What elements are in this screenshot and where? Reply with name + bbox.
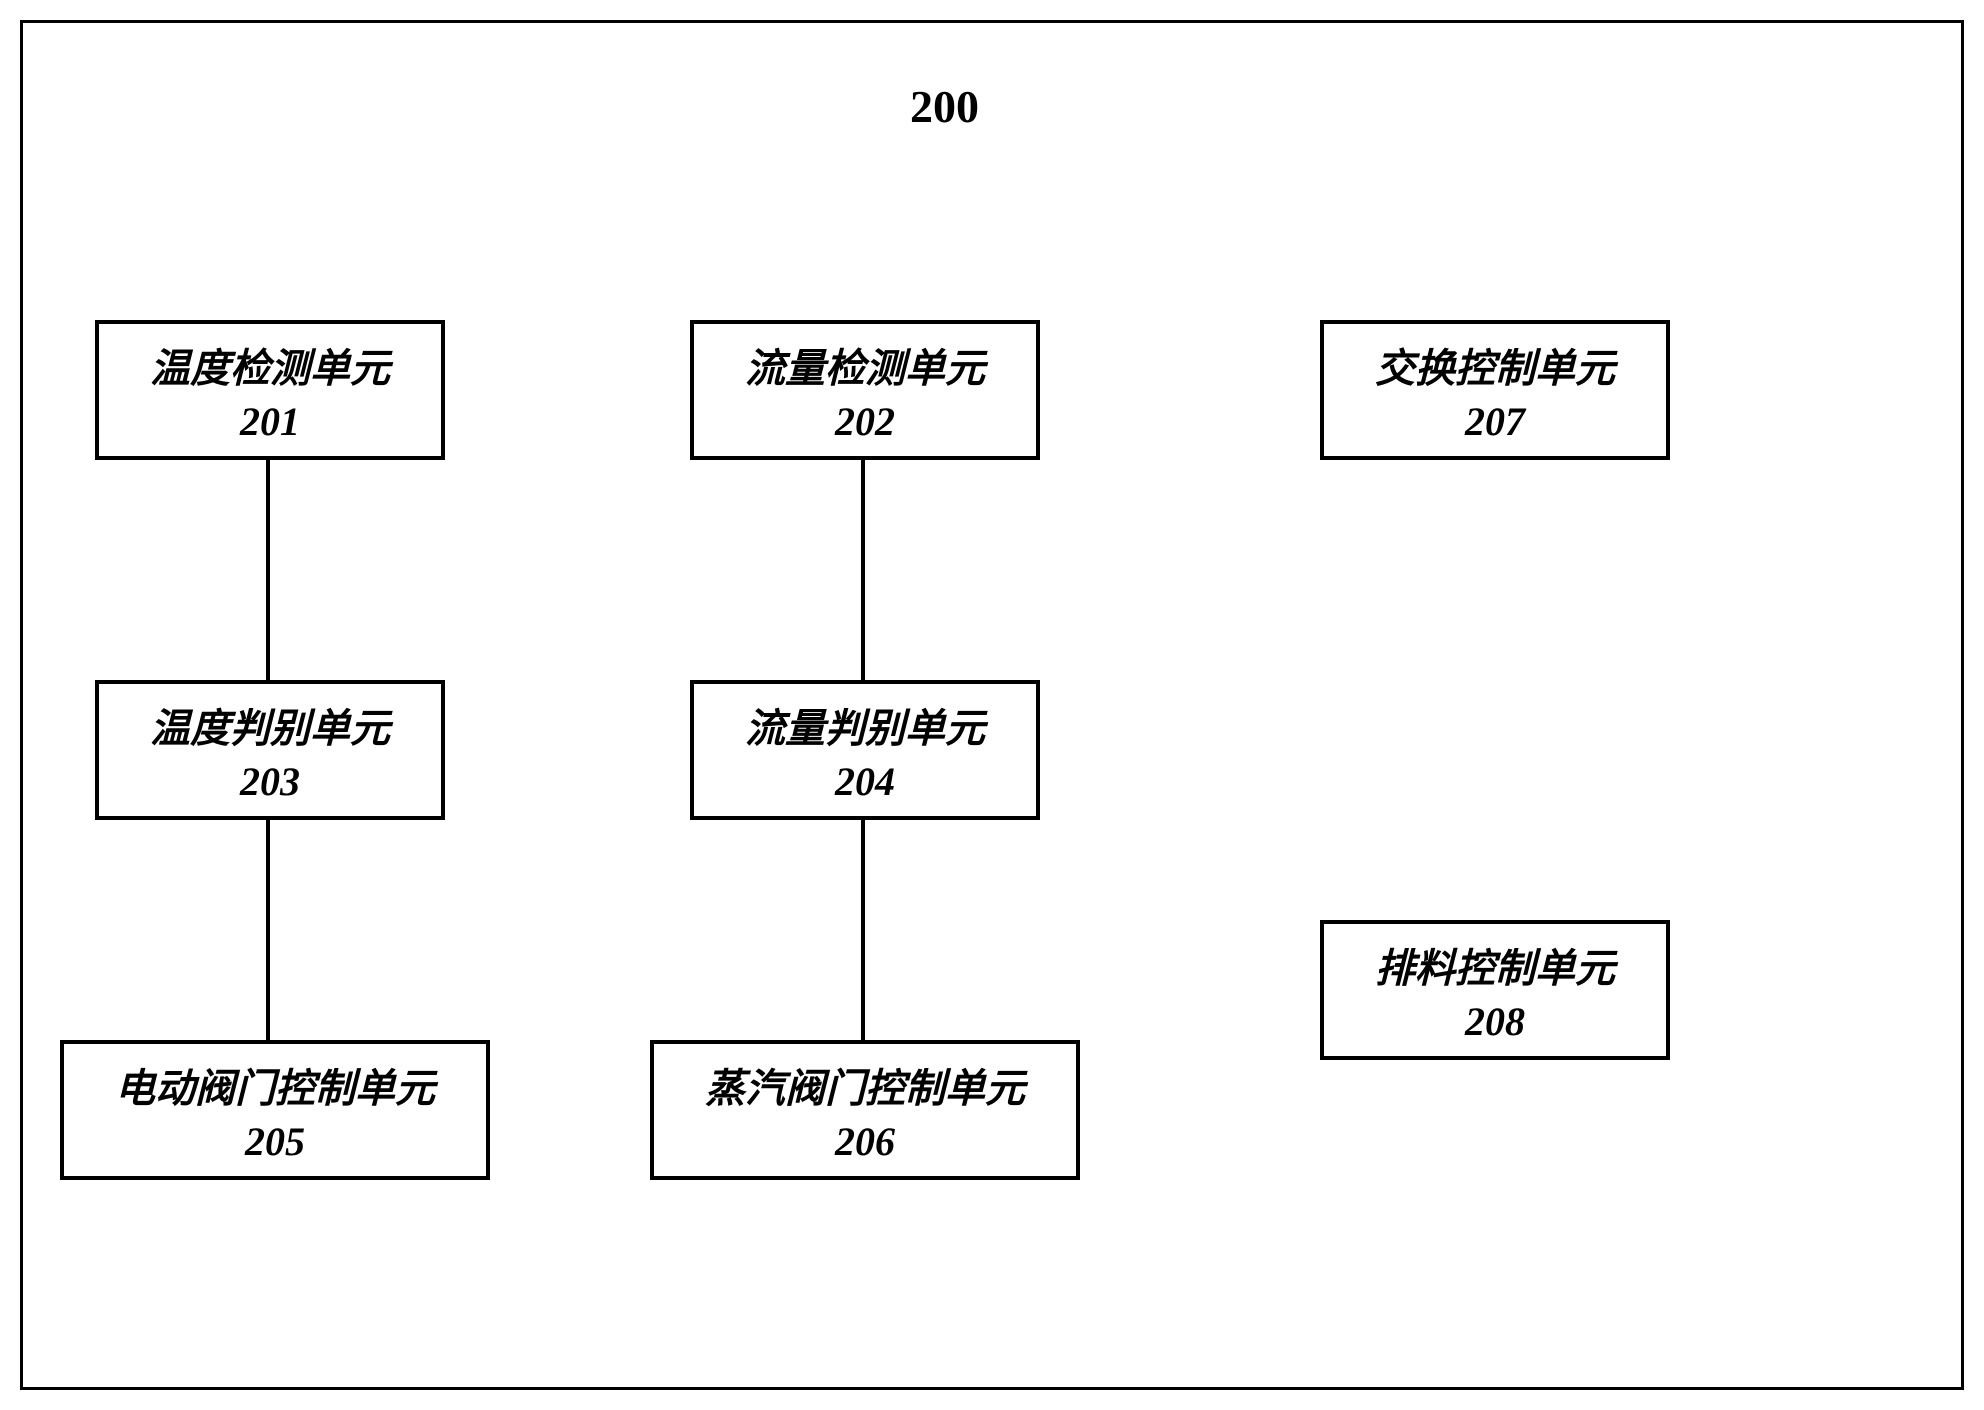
unit-box-207: 交换控制单元207 [1320,320,1670,460]
unit-label-206: 蒸汽阀门控制单元 [705,1056,1025,1114]
unit-box-204: 流量判别单元204 [690,680,1040,820]
unit-label-205: 电动阀门控制单元 [115,1056,435,1114]
unit-number-207: 207 [1465,398,1525,445]
unit-number-206: 206 [835,1118,895,1165]
unit-number-204: 204 [835,758,895,805]
connector-n201-n203 [266,460,270,680]
unit-number-208: 208 [1465,998,1525,1045]
unit-number-202: 202 [835,398,895,445]
unit-label-208: 排料控制单元 [1375,936,1615,994]
unit-box-206: 蒸汽阀门控制单元206 [650,1040,1080,1180]
unit-box-201: 温度检测单元201 [95,320,445,460]
unit-box-208: 排料控制单元208 [1320,920,1670,1060]
unit-label-201: 温度检测单元 [150,336,390,394]
unit-label-207: 交换控制单元 [1375,336,1615,394]
connector-n204-n206 [861,820,865,1040]
system-title: 200 [910,80,979,133]
connector-n202-n204 [861,460,865,680]
unit-box-203: 温度判别单元203 [95,680,445,820]
unit-label-204: 流量判别单元 [745,696,985,754]
unit-box-205: 电动阀门控制单元205 [60,1040,490,1180]
unit-number-205: 205 [245,1118,305,1165]
unit-number-201: 201 [240,398,300,445]
connector-n203-n205 [266,820,270,1040]
unit-number-203: 203 [240,758,300,805]
unit-box-202: 流量检测单元202 [690,320,1040,460]
unit-label-202: 流量检测单元 [745,336,985,394]
unit-label-203: 温度判别单元 [150,696,390,754]
